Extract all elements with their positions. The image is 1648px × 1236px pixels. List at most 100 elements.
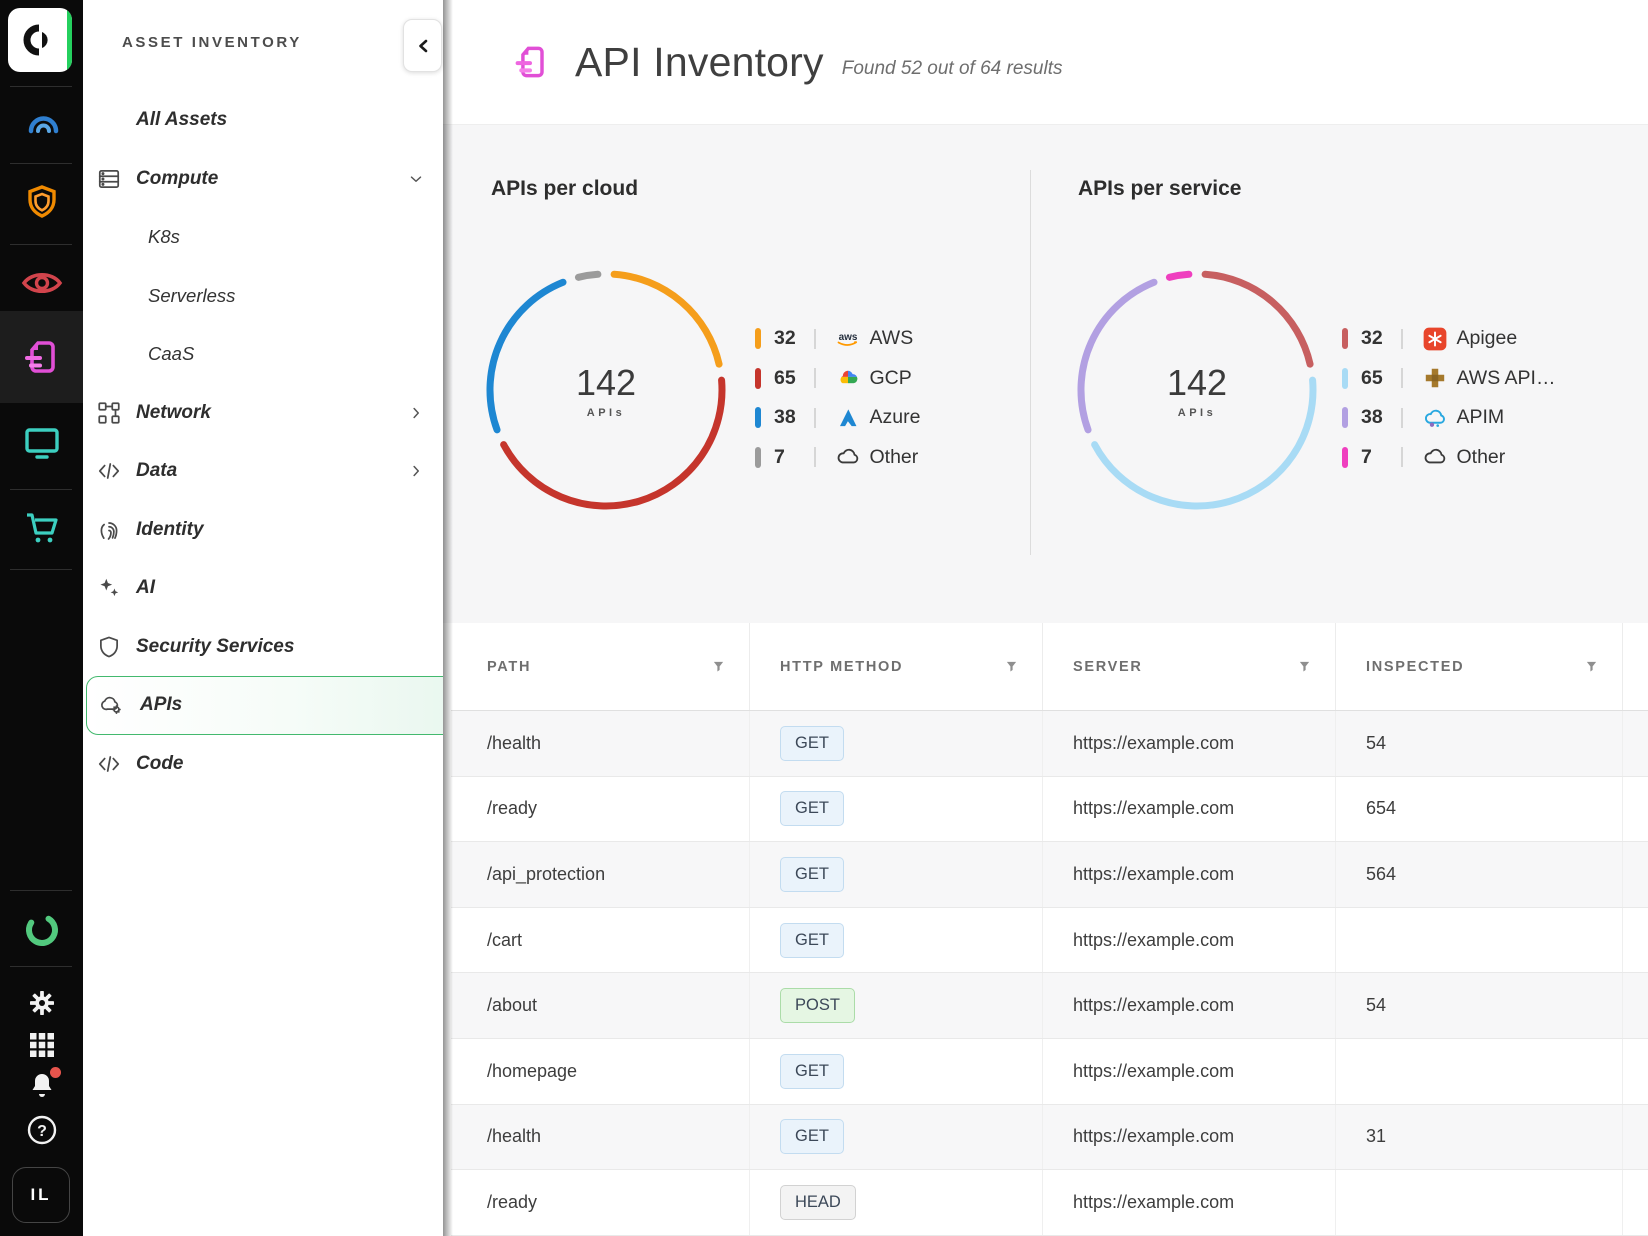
sidebar-item-label: CaaS [148,343,194,365]
gauge-icon [21,103,63,145]
monitor-nav-icon[interactable] [0,421,83,465]
cell-inspected [1336,1039,1623,1104]
sidebar-item-k8s[interactable]: K8s [83,208,443,267]
sidebar-item-label: Identity [136,519,204,541]
legend-row: 38 APIM [1342,398,1555,438]
legend-separator [1401,447,1403,467]
chevron-right-icon [407,462,425,480]
table-row[interactable]: /homepage GET https://example.com [451,1039,1648,1105]
orca-logo-icon [21,21,59,59]
cell-extra [1623,842,1648,907]
cell-http-method: GET [750,1105,1043,1170]
legend-row: 65 GCP [755,359,920,399]
filter-icon[interactable] [712,660,725,673]
cell-server: https://example.com [1043,908,1336,973]
legend-value: 65 [1361,367,1397,390]
filter-icon[interactable] [1585,660,1598,673]
security-icon [95,633,123,661]
cart-nav-icon[interactable] [0,506,83,550]
avatar[interactable]: IL [12,1167,70,1223]
cell-extra [1623,1170,1648,1235]
rail-divider [10,890,72,891]
identity-icon [95,516,123,544]
column-header-server[interactable]: SERVER [1043,623,1336,710]
help-button[interactable]: ? [0,1110,83,1150]
table-row[interactable]: /cart GET https://example.com [451,908,1648,974]
sidebar-collapse-button[interactable] [403,19,442,72]
gcp-icon [835,365,861,391]
cell-inspected: 654 [1336,777,1623,842]
table-row[interactable]: /api_protection GET https://example.com … [451,842,1648,908]
notification-dot [50,1067,61,1078]
table-row[interactable]: /ready HEAD https://example.com [451,1170,1648,1236]
sidebar-item-label: Security Services [136,636,294,658]
page-title: API Inventory [575,39,824,86]
cell-path: /about [451,973,750,1038]
settings-button[interactable] [0,983,83,1023]
cell-http-method: POST [750,973,1043,1038]
cell-inspected [1336,1170,1623,1235]
http-method-badge: GET [780,857,844,892]
eye-nav-icon[interactable] [0,261,83,305]
sidebar-item-data[interactable]: Data [83,442,443,501]
chart-legend: 32 aws AWS 65 GCP 38 Azure 7 Other [755,319,920,477]
rail-divider [10,86,72,87]
http-method-badge: GET [780,1054,844,1089]
cell-extra [1623,1039,1648,1104]
page-header: API Inventory Found 52 out of 64 results [443,0,1648,125]
filter-icon[interactable] [1005,660,1018,673]
legend-color-pill [1342,407,1348,428]
cell-server: https://example.com [1043,1039,1336,1104]
sidebar-item-ai[interactable]: AI [83,559,443,618]
table-row[interactable]: /health GET https://example.com 54 [451,711,1648,777]
chart-legend: 32 Apigee 65 AWS API… 38 APIM 7 Other [1342,319,1555,477]
legend-row: 7 Other [755,438,920,478]
apis-nav-icon-selected[interactable] [0,311,83,403]
sonar-nav-icon[interactable] [0,102,83,146]
sidebar-item-label: AI [136,577,155,599]
sidebar-item-all-assets[interactable]: All Assets [83,91,443,150]
legend-value: 32 [774,327,810,350]
legend-value: 7 [774,446,810,469]
sidebar-item-identity[interactable]: Identity [83,501,443,560]
chart-title: APIs per service [1078,177,1241,201]
column-header-inspected[interactable]: INSPECTED [1336,623,1623,710]
cell-extra [1623,908,1648,973]
ring-logo-icon[interactable] [0,908,83,952]
sidebar-item-caas[interactable]: CaaS [83,325,443,384]
cell-path: /health [451,1105,750,1170]
cell-inspected: 54 [1336,711,1623,776]
rail-divider [10,163,72,164]
cloud-icon [835,444,861,470]
cell-server: https://example.com [1043,777,1336,842]
sidebar-item-compute[interactable]: Compute [83,150,443,209]
sidebar-item-security-services[interactable]: Security Services [83,618,443,677]
notifications-button[interactable] [0,1065,83,1105]
http-method-badge: HEAD [780,1185,856,1220]
table-row[interactable]: /health GET https://example.com 31 [451,1105,1648,1171]
apim-icon [1422,405,1448,431]
cell-path: /ready [451,1170,750,1235]
legend-label: GCP [870,367,912,390]
legend-label: APIM [1457,406,1505,429]
sidebar-item-code[interactable]: Code [83,735,443,794]
api-doc-icon [20,335,64,379]
sidebar-item-serverless[interactable]: Serverless [83,267,443,326]
shield-nav-icon[interactable] [0,180,83,224]
sidebar: ASSET INVENTORY All Assets Compute K8s S… [83,0,443,1236]
table-row[interactable]: /about POST https://example.com 54 [451,973,1648,1039]
apps-menu-button[interactable] [0,1025,83,1065]
sidebar-item-apis[interactable]: APIs [86,676,443,735]
sidebar-item-network[interactable]: Network [83,384,443,443]
filter-icon[interactable] [1298,660,1311,673]
column-header-http-method[interactable]: HTTP METHOD [750,623,1043,710]
column-header-path[interactable]: PATH [451,623,750,710]
legend-value: 38 [1361,406,1397,429]
legend-separator [814,329,816,349]
orca-logo[interactable] [8,8,72,72]
apis-icon [99,691,127,719]
table-row[interactable]: /ready GET https://example.com 654 [451,777,1648,843]
legend-row: 32 aws AWS [755,319,920,359]
donut-center: 142 APIs [476,260,736,520]
chart-apis-per-service: APIs per service 142 APIs 32 Apigee 65 A… [1030,125,1648,623]
